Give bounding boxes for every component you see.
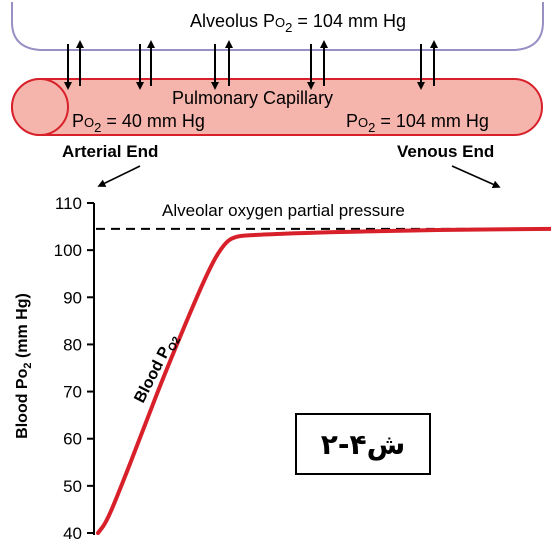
- capillary-title: Pulmonary Capillary: [172, 88, 333, 108]
- y-tick-label-100: 100: [54, 241, 82, 260]
- y-tick-label-40: 40: [63, 524, 82, 541]
- y-tick-label-60: 60: [63, 430, 82, 449]
- alveolus-outline: [11, 2, 544, 51]
- capillary-po2-left: PO2 = 40 mm Hg: [72, 111, 205, 135]
- blood-po2-chart: 40 50 60 70 80 90 100 110 Blood Po2 (mm Hg) Alv…: [14, 194, 551, 543]
- alveolar-reference-label: Alveolar oxygen partial pressure: [162, 201, 405, 220]
- venous-end-label: Venous End: [397, 142, 494, 161]
- y-tick-label-70: 70: [63, 383, 82, 402]
- arterial-end-pointer: [97, 165, 141, 187]
- y-tick-label-90: 90: [63, 288, 82, 307]
- y-axis-title: Blood Po2 (mm Hg): [14, 293, 34, 439]
- y-tick-label-50: 50: [63, 477, 82, 496]
- venous-end-pointer: [451, 165, 501, 189]
- blood-po2-curve: [96, 226, 551, 535]
- arterial-end-label: Arterial End: [62, 142, 158, 161]
- y-axis-ticks: 40 50 60 70 80 90 100 110: [54, 194, 94, 543]
- figure-number-label: ش۴-۲: [295, 413, 431, 475]
- y-tick-label-80: 80: [63, 335, 82, 354]
- y-tick-label-110: 110: [55, 194, 82, 213]
- capillary-left-end-cap: [11, 78, 69, 136]
- alveolus-label: Alveolus PO2 = 104 mm Hg: [190, 11, 406, 35]
- capillary-po2-right: PO2 = 104 mm Hg: [346, 111, 489, 135]
- gas-exchange-arrows: [64, 40, 438, 90]
